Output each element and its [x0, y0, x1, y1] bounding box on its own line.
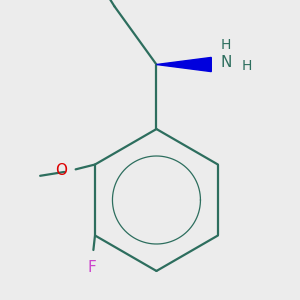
- Text: N: N: [220, 56, 232, 70]
- Text: H: H: [220, 38, 231, 52]
- Text: H: H: [242, 59, 252, 73]
- Text: F: F: [87, 260, 96, 275]
- Text: O: O: [56, 164, 68, 178]
- Polygon shape: [157, 57, 211, 72]
